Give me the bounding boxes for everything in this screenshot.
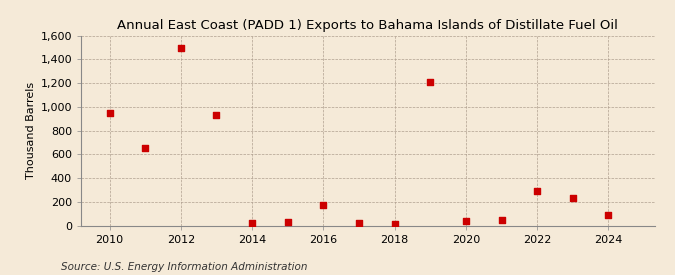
Point — [568, 196, 578, 200]
Point — [104, 111, 115, 115]
Text: Source: U.S. Energy Information Administration: Source: U.S. Energy Information Administ… — [61, 262, 307, 272]
Point — [246, 221, 257, 225]
Point — [318, 203, 329, 207]
Point — [140, 146, 151, 151]
Title: Annual East Coast (PADD 1) Exports to Bahama Islands of Distillate Fuel Oil: Annual East Coast (PADD 1) Exports to Ba… — [117, 19, 618, 32]
Point — [603, 213, 614, 217]
Point — [282, 220, 293, 224]
Point — [211, 113, 222, 117]
Point — [532, 189, 543, 193]
Point — [496, 217, 507, 222]
Point — [425, 80, 435, 84]
Point — [354, 220, 364, 225]
Point — [460, 219, 471, 223]
Y-axis label: Thousand Barrels: Thousand Barrels — [26, 82, 36, 179]
Point — [176, 45, 186, 50]
Point — [389, 222, 400, 226]
